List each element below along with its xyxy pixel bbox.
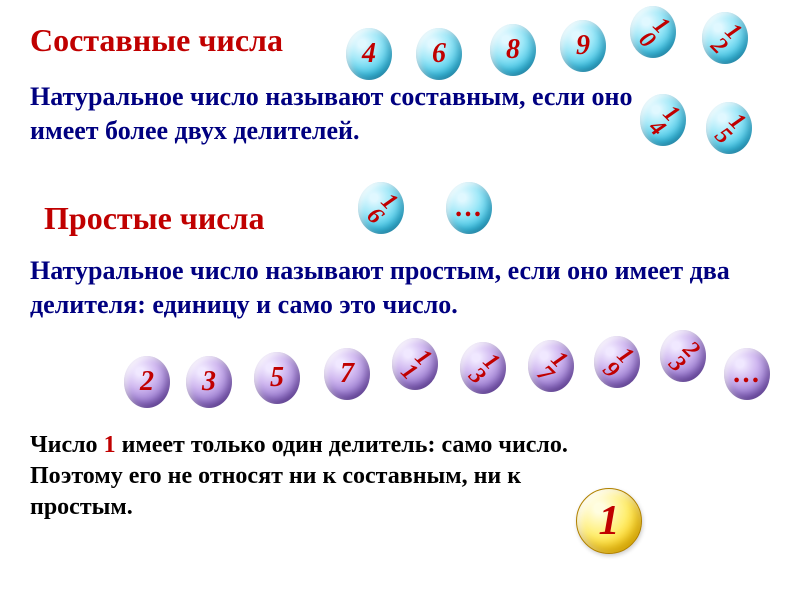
number-bubble: …	[724, 348, 770, 400]
number-bubble: 14	[640, 94, 686, 146]
number-bubble: 2	[124, 356, 170, 408]
number-bubble: 16	[358, 182, 404, 234]
footnote-one: 1	[104, 432, 116, 458]
bubble-number: 9	[576, 30, 590, 62]
bubble-number: 15	[711, 110, 747, 146]
bubble-number: 5	[270, 362, 284, 394]
bubble-number: …	[733, 358, 761, 390]
footnote-text: Число 1 имеет только один делитель: само…	[30, 430, 580, 524]
number-bubble: 5	[254, 352, 300, 404]
number-bubble: 12	[702, 12, 748, 64]
number-bubble: 7	[324, 348, 370, 400]
number-bubble: 13	[460, 342, 506, 394]
prime-definition: Натуральное число называют простым, если…	[30, 254, 770, 322]
bubble-number: 23	[665, 338, 701, 374]
number-bubble: 4	[346, 28, 392, 80]
bubble-number: …	[455, 192, 483, 224]
composite-definition: Натуральное число называют составным, ес…	[30, 80, 640, 148]
bubble-number: 3	[202, 366, 216, 398]
bubble-number: 11	[397, 346, 433, 382]
number-bubble: 6	[416, 28, 462, 80]
bubble-number: 4	[362, 38, 376, 70]
number-bubble: 23	[660, 330, 706, 382]
prime-title: Простые числа	[44, 200, 264, 237]
bubble-number: 2	[140, 366, 154, 398]
bubble-number: 19	[599, 344, 635, 380]
footnote-pre: Число	[30, 432, 104, 458]
bubble-number: 12	[707, 20, 743, 56]
number-bubble: 19	[594, 336, 640, 388]
number-bubble: 8	[490, 24, 536, 76]
bubble-number: 7	[340, 358, 354, 390]
number-bubble: 10	[630, 6, 676, 58]
number-bubble: 15	[706, 102, 752, 154]
bubble-number: 13	[465, 350, 501, 386]
number-bubble: 17	[528, 340, 574, 392]
bubble-number: 6	[432, 38, 446, 70]
composite-title: Составные числа	[30, 22, 283, 59]
bubble-number: 16	[363, 190, 399, 226]
number-bubble: 11	[392, 338, 438, 390]
number-bubble: 9	[560, 20, 606, 72]
bubble-number: 14	[645, 102, 681, 138]
bubble-number: 17	[533, 348, 569, 384]
bubble-number: 10	[635, 14, 671, 50]
one-bubble: 1	[576, 488, 642, 554]
number-bubble: …	[446, 182, 492, 234]
bubble-number: 8	[506, 34, 520, 66]
number-bubble: 3	[186, 356, 232, 408]
